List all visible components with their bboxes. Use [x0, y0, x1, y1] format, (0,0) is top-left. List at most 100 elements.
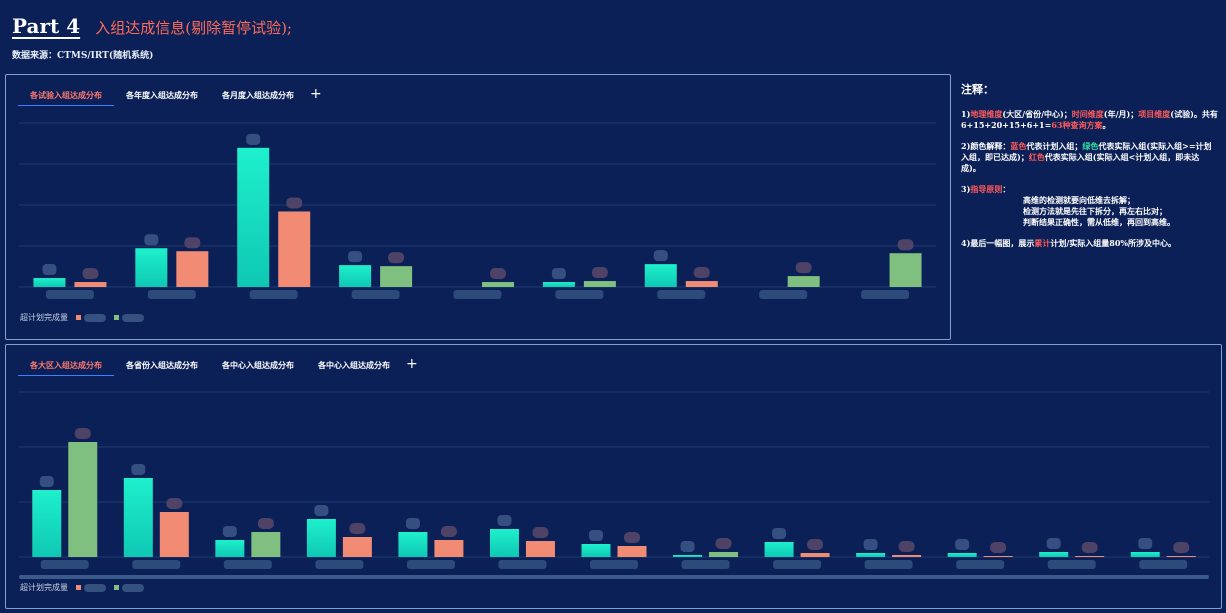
blurred-category-label	[657, 290, 706, 299]
blurred-data-label	[349, 523, 366, 534]
tab-bar: 各大区入组达成分布 各省份入组达成分布 各中心入组达成分布 各中心入组达成分布 …	[18, 357, 418, 379]
actual-bar	[434, 540, 464, 557]
blurred-category-label	[453, 290, 502, 299]
tab-trial-distribution[interactable]: 各试验入组达成分布	[18, 87, 114, 106]
actual-bar	[1075, 556, 1105, 557]
add-tab-icon[interactable]: +	[406, 356, 418, 372]
tab-center-distribution-2[interactable]: 各中心入组达成分布	[318, 360, 390, 370]
note-text: 4)最后一幅图，展示	[961, 238, 1035, 248]
trial-enrollment-panel: 各试验入组达成分布 各年度入组达成分布 各月度入组达成分布 + 超计划完成量	[5, 74, 951, 340]
plan-bar	[123, 478, 153, 557]
blurred-data-label	[680, 541, 695, 552]
blurred-data-label	[166, 498, 183, 509]
blurred-data-label	[715, 538, 732, 549]
blurred-data-label	[82, 268, 99, 280]
legend-blurred-label	[84, 583, 106, 592]
actual-bar	[800, 553, 830, 557]
tab-bar: 各试验入组达成分布 各年度入组达成分布 各月度入组达成分布 +	[18, 87, 322, 109]
tab-center-distribution[interactable]: 各中心入组达成分布	[222, 360, 294, 370]
region-enrollment-panel: 各大区入组达成分布 各省份入组达成分布 各中心入组达成分布 各中心入组达成分布 …	[5, 344, 1222, 609]
blurred-data-label	[591, 267, 608, 279]
part-heading: Part 4	[12, 14, 81, 38]
blurred-data-label	[490, 268, 506, 280]
plan-bar	[764, 542, 794, 557]
add-tab-icon[interactable]: +	[310, 86, 322, 102]
blurred-category-label	[861, 290, 910, 299]
blurred-category-label	[773, 560, 822, 569]
blurred-category-label	[956, 560, 1005, 569]
notes-panel: 注释： 1)地理维度(大区/省份/中心)；时间维度(年/月)；项目维度(试验)。…	[961, 84, 1219, 259]
notes-title: 注释：	[961, 83, 994, 96]
blurred-category-label	[759, 290, 808, 299]
blurred-category-label	[1139, 560, 1188, 569]
note-highlight: 累计	[1034, 238, 1051, 248]
actual-bar	[892, 555, 922, 557]
legend-blurred-label	[122, 583, 144, 592]
blurred-category-label	[249, 290, 298, 299]
note-line: 判断结果正确性，需从低维，再回到高维。	[1023, 217, 1175, 227]
blurred-category-label	[498, 560, 547, 569]
blurred-category-label	[40, 560, 89, 569]
blurred-category-label	[223, 560, 272, 569]
note-3: 3)指导原则： 高维的检测就要向低维去拆解； 检测方法就是先往下拆分，再左右比对…	[961, 184, 1219, 228]
trial-enrollment-chart	[19, 122, 936, 299]
note-text: 计划/实际入组量80%所涉及中心。	[1050, 238, 1177, 248]
chart-legend[interactable]: 超计划完成量	[20, 312, 144, 323]
note-line: 检测方法就是先往下拆分，再左右比对；	[1023, 206, 1167, 216]
blurred-data-label	[693, 267, 710, 279]
actual-bar	[889, 253, 922, 287]
blurred-data-label	[314, 505, 329, 516]
blurred-data-label	[257, 518, 274, 529]
blurred-data-label	[348, 251, 363, 263]
note-text: 3)	[961, 184, 971, 194]
blurred-data-label	[898, 541, 915, 552]
blurred-category-label	[590, 560, 638, 569]
page-header: Part 4 入组达成信息(剔除暂停试验);	[12, 14, 292, 38]
actual-bar	[159, 512, 189, 557]
blurred-category-label	[132, 560, 181, 569]
blurred-category-label	[555, 290, 604, 299]
blurred-category-label	[681, 560, 730, 569]
actual-bar	[787, 276, 820, 287]
legend-label: 超计划完成量	[20, 313, 68, 322]
blurred-data-label	[131, 464, 146, 475]
blurred-category-label	[406, 560, 455, 569]
actual-bar	[74, 282, 107, 287]
plan-bar	[1130, 552, 1160, 557]
data-source-text: 数据来源：CTMS/IRT(随机系统)	[12, 51, 154, 61]
note-highlight: 63种查询方案	[1051, 120, 1103, 130]
note-2: 2)颜色解释：蓝色代表计划入组；绿色代表实际入组(实际入组>=计划入组，即已达成…	[961, 141, 1219, 174]
tab-year-distribution[interactable]: 各年度入组达成分布	[126, 90, 198, 100]
legend-blurred-label	[122, 313, 144, 322]
tab-region-distribution[interactable]: 各大区入组达成分布	[18, 357, 114, 376]
actual-bar	[1166, 556, 1196, 557]
tab-month-distribution[interactable]: 各月度入组达成分布	[222, 90, 294, 100]
blurred-data-label	[772, 528, 787, 539]
section-subtitle: 入组达成信息(剔除暂停试验);	[95, 19, 292, 37]
note-4: 4)最后一幅图，展示累计计划/实际入组量80%所涉及中心。	[961, 238, 1219, 249]
blurred-data-label	[897, 239, 914, 251]
chart-legend[interactable]: 超计划完成量	[20, 582, 144, 593]
plan-bar	[673, 555, 703, 557]
plan-bar	[339, 265, 372, 287]
actual-bar	[983, 556, 1013, 557]
actual-bar	[176, 251, 209, 287]
legend-achieved-swatch	[114, 585, 119, 590]
blurred-data-label	[42, 264, 57, 276]
blurred-data-label	[1081, 542, 1098, 553]
legend-achieved-swatch	[114, 315, 119, 320]
note-text: 代表实际入组(实际入组<计划入组，即未达成)。	[961, 152, 1200, 173]
actual-bar	[278, 211, 311, 287]
blurred-data-label	[1138, 538, 1153, 549]
note-highlight: 项目维度	[1138, 109, 1171, 119]
plan-bar	[856, 553, 886, 557]
plan-bar	[398, 532, 428, 557]
blurred-data-label	[990, 542, 1007, 553]
note-text: 。	[1102, 120, 1111, 130]
note-1: 1)地理维度(大区/省份/中心)；时间维度(年/月)；项目维度(试验)。共有6+…	[961, 109, 1219, 131]
note-highlight: 时间维度	[1071, 109, 1104, 119]
note-highlight: 指导原则	[970, 184, 1003, 194]
tab-province-distribution[interactable]: 各省份入组达成分布	[126, 360, 198, 370]
blurred-data-label	[74, 428, 91, 439]
blurred-category-label	[1047, 560, 1096, 569]
